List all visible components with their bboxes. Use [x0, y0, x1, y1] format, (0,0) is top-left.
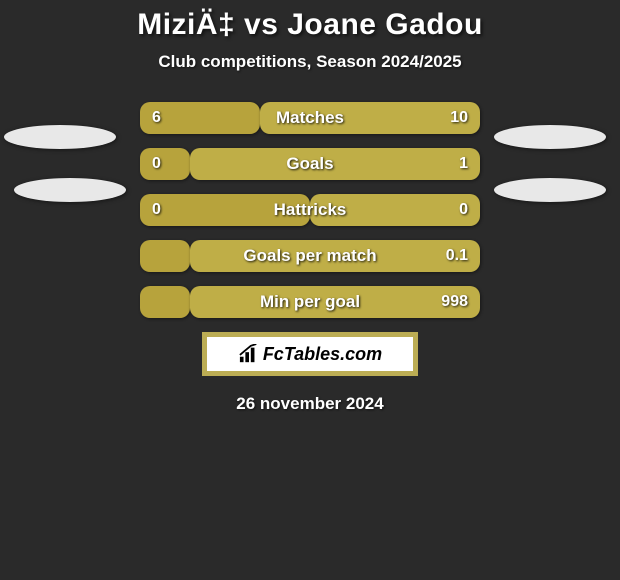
logo-placeholder	[494, 125, 606, 149]
brand-text: FcTables.com	[263, 344, 382, 365]
value-right: 10	[450, 102, 468, 134]
logo-placeholder	[4, 125, 116, 149]
brand-label: FcTables.com	[238, 344, 382, 365]
brand-bars-icon	[238, 344, 260, 364]
page-subtitle: Club competitions, Season 2024/2025	[0, 52, 620, 72]
bar-left	[140, 286, 190, 318]
bar-left	[140, 148, 190, 180]
stat-label: Hattricks	[274, 194, 347, 226]
bar-left	[140, 240, 190, 272]
bar-right	[190, 148, 480, 180]
value-right: 1	[459, 148, 468, 180]
stat-row: Min per goal 998	[0, 286, 620, 318]
stat-label: Goals per match	[243, 240, 376, 272]
stat-label: Min per goal	[260, 286, 360, 318]
stat-label: Goals	[286, 148, 333, 180]
logo-placeholder	[494, 178, 606, 202]
stat-row: Goals per match 0.1	[0, 240, 620, 272]
generation-date: 26 november 2024	[0, 394, 620, 414]
brand-badge: FcTables.com	[202, 332, 418, 376]
stat-row: 0 Goals 1	[0, 148, 620, 180]
value-left: 0	[152, 148, 161, 180]
value-left: 0	[152, 194, 161, 226]
comparison-card: MiziÄ‡ vs Joane Gadou Club competitions,…	[0, 0, 620, 580]
value-right: 0	[459, 194, 468, 226]
logo-placeholder	[14, 178, 126, 202]
stat-label: Matches	[276, 102, 344, 134]
value-right: 998	[441, 286, 468, 318]
page-title: MiziÄ‡ vs Joane Gadou	[0, 0, 620, 42]
value-left: 6	[152, 102, 161, 134]
value-right: 0.1	[446, 240, 468, 272]
